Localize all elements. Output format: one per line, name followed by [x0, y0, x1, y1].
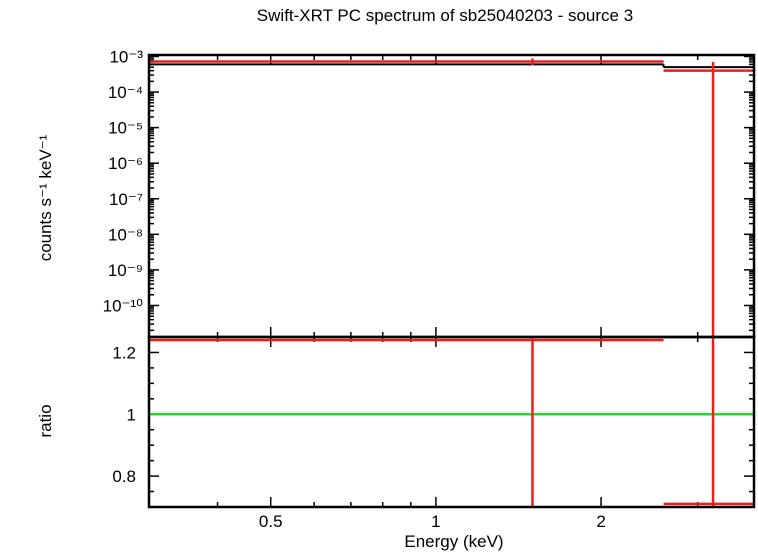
- data-points: [149, 58, 754, 337]
- x-tick-label: 1: [431, 512, 440, 531]
- y-tick-label: 10⁻³: [109, 47, 143, 66]
- model-curve: [149, 63, 754, 69]
- y-tick-label: 10⁻⁸: [108, 225, 143, 244]
- top-panel-ticks: [148, 55, 754, 337]
- ratio-tick-label: 1.2: [112, 343, 136, 362]
- bottom-panel-ticks: [148, 336, 754, 508]
- bottom-panel-frame: [147, 335, 756, 509]
- ratio-tick-label: 0.8: [112, 467, 136, 486]
- y-tick-label: 10⁻⁵: [108, 119, 143, 138]
- x-axis-label: Energy (keV): [404, 532, 504, 551]
- y-tick-label: 10⁻⁶: [108, 154, 143, 173]
- y-tick-label: 10⁻⁹: [108, 261, 143, 280]
- top-panel-frame: [147, 53, 756, 339]
- x-tick-label: 0.5: [259, 512, 283, 531]
- x-tick-label: 2: [596, 512, 605, 531]
- y-tick-label: 10⁻⁷: [109, 190, 143, 209]
- top-y-tick-labels: 10⁻³ 10⁻⁴ 10⁻⁵ 10⁻⁶ 10⁻⁷ 10⁻⁸ 10⁻⁹ 10⁻¹⁰: [103, 47, 144, 315]
- y-tick-label: 10⁻¹⁰: [103, 296, 144, 315]
- top-panel: 10⁻³ 10⁻⁴ 10⁻⁵ 10⁻⁶ 10⁻⁷ 10⁻⁸ 10⁻⁹ 10⁻¹⁰: [103, 47, 756, 339]
- top-y-axis-label: counts s⁻¹ keV⁻¹: [36, 134, 55, 262]
- chart-title: Swift-XRT PC spectrum of sb25040203 - so…: [256, 6, 634, 25]
- bottom-panel: 1.2 1 0.8 0.5 1 2: [112, 335, 756, 531]
- bottom-y-axis-label: ratio: [36, 404, 55, 438]
- ratio-points: [149, 337, 754, 507]
- bottom-tick-labels: 1.2 1 0.8 0.5 1 2: [112, 343, 605, 531]
- y-tick-label: 10⁻⁴: [108, 83, 143, 102]
- ratio-tick-label: 1: [127, 405, 136, 424]
